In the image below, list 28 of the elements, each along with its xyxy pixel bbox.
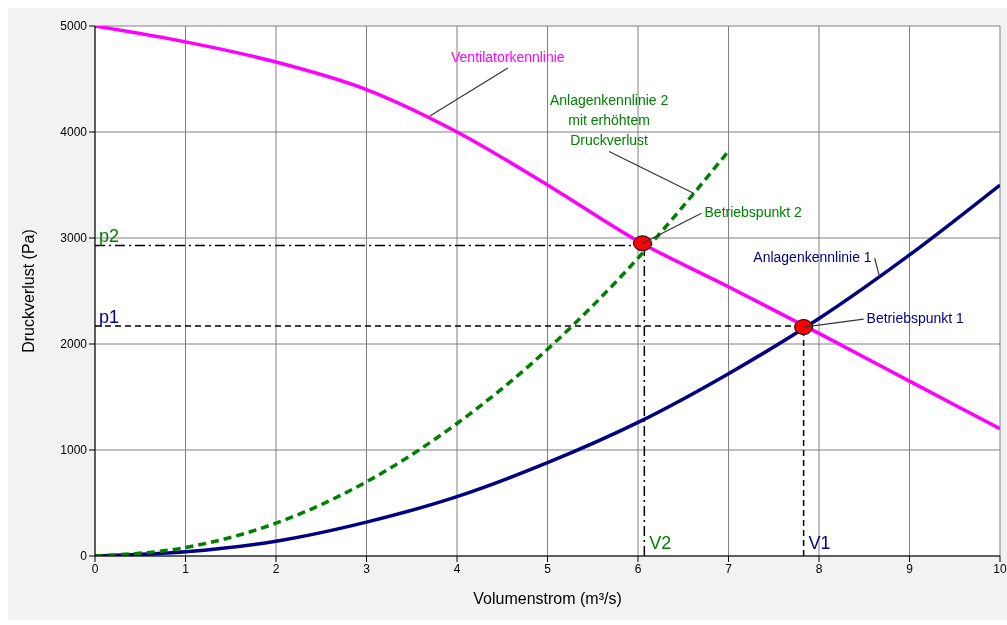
x-tick-label: 5	[544, 561, 552, 576]
x-tick-label: 8	[815, 561, 823, 576]
y-tick-label: 5000	[60, 19, 88, 34]
y-tick-label: 1000	[60, 443, 88, 458]
annotation: Anlagenkennlinie 2 mit erhöhtem Druckverlust	[549, 92, 669, 149]
x-tick-label: 10	[993, 561, 1007, 576]
x-tick-label: 9	[906, 561, 914, 576]
y-tick-label: 3000	[60, 231, 88, 246]
x-tick-label: 7	[725, 561, 733, 576]
y-axis-title: Druckverlust (Pa)	[19, 229, 37, 353]
annotation: Betriebspunkt 1	[866, 310, 965, 327]
ref-line-label: V1	[808, 533, 831, 553]
ref-line-label: p2	[99, 226, 120, 247]
x-tick-label: 2	[272, 561, 280, 576]
y-tick-label: 0	[80, 549, 88, 564]
ref-line-label: p1	[99, 306, 120, 327]
x-tick-label: 0	[91, 561, 99, 576]
ref-line-label: V2	[649, 533, 672, 553]
y-tick-label: 2000	[60, 337, 88, 352]
y-tick-label: 4000	[60, 125, 88, 140]
annotation: Ventilatorkennlinie	[451, 49, 565, 66]
x-axis-title: Volumenstrom (m³/s)	[473, 590, 622, 607]
x-tick-label: 4	[453, 561, 461, 576]
x-tick-label: 1	[182, 561, 190, 576]
annotation: Betriebspunkt 2	[704, 204, 803, 221]
x-tick-label: 3	[363, 561, 371, 576]
x-tick-label: 6	[634, 561, 642, 576]
annotation: Anlagenkennlinie 1	[753, 249, 872, 266]
